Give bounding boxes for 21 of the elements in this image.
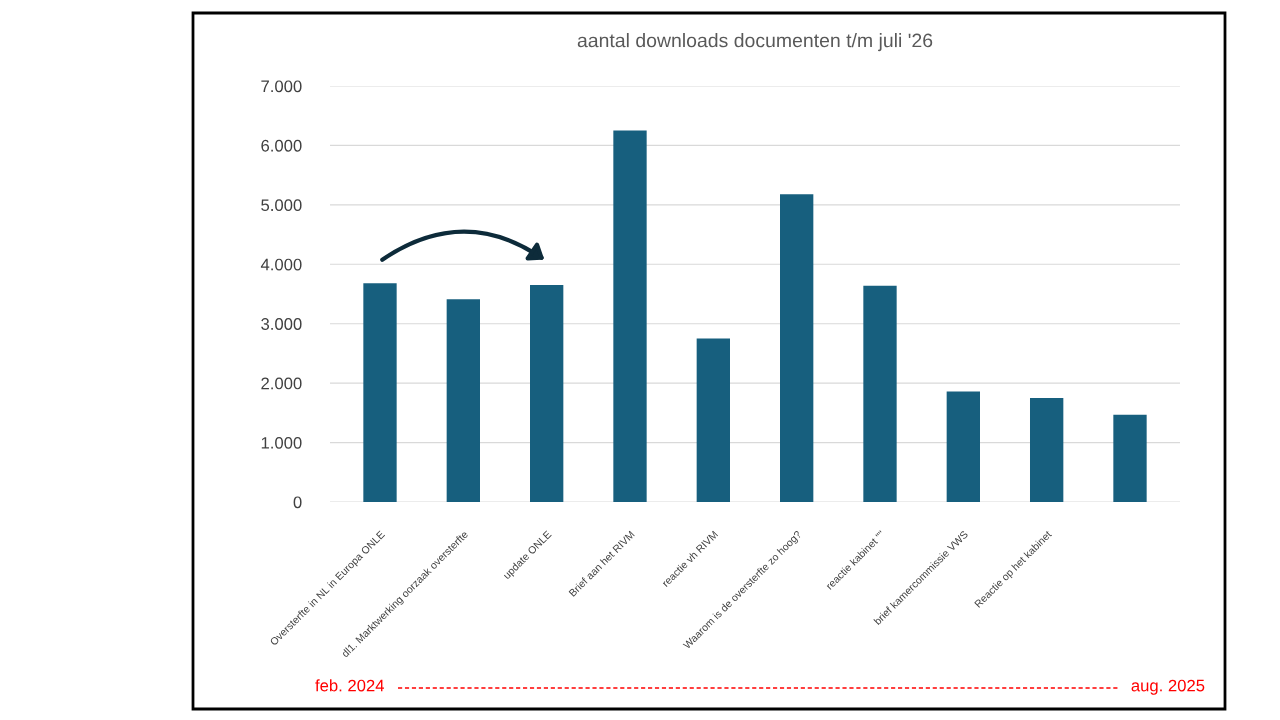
text: feb. 2024 xyxy=(315,679,385,692)
bar xyxy=(446,299,480,502)
bar xyxy=(696,338,730,502)
chart-title: aantal downloads documenten t/m juli '26 xyxy=(577,33,933,52)
bar xyxy=(363,283,397,502)
bar xyxy=(530,285,564,502)
bar xyxy=(863,285,897,502)
y-tick-label: 1.000 xyxy=(261,436,302,449)
y-tick-label: 7.000 xyxy=(261,80,302,93)
bar xyxy=(780,194,814,502)
y-tick-label: 6.000 xyxy=(261,139,302,152)
bar xyxy=(946,391,980,502)
y-tick-label: 4.000 xyxy=(260,258,302,271)
bar xyxy=(613,130,647,502)
y-tick-label: 5.000 xyxy=(261,199,302,212)
y-tick-label: 3.000 xyxy=(261,318,302,330)
text: aug. 2025 xyxy=(1131,679,1205,695)
bar xyxy=(1030,398,1064,502)
y-tick-label: 0 xyxy=(293,496,302,509)
y-tick-label: 2.000 xyxy=(261,377,302,390)
bar xyxy=(1113,414,1147,502)
